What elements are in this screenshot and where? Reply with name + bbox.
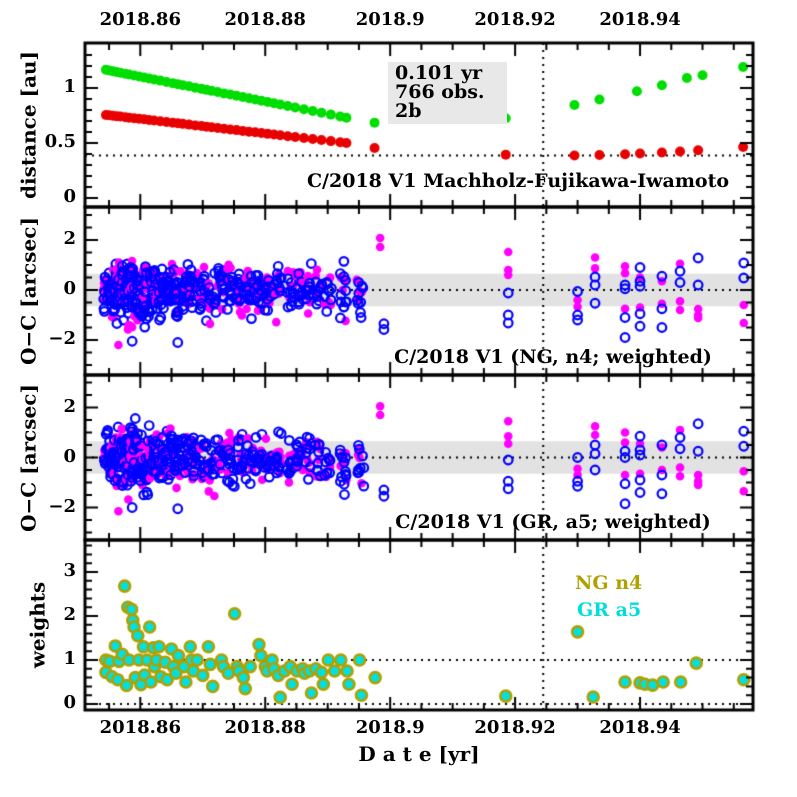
y-tick-label: 1 [63, 648, 76, 669]
annotation-box: 0.101 yr 766 obs. 2b [388, 62, 507, 124]
x-tick-label-bottom: 2018.88 [224, 717, 306, 738]
x-tick-label-bottom: 2018.86 [99, 717, 181, 738]
legend-gr-a5: GR a5 [577, 599, 642, 621]
x-tick-label-top: 2018.94 [599, 9, 681, 30]
y-tick-label: 0.5 [44, 130, 76, 152]
x-tick-label-bottom: 2018.9 [355, 717, 425, 738]
annotation-line-obs: 766 obs. [395, 81, 485, 103]
y-tick-label: 3 [63, 559, 76, 581]
panel-title-distance: C/2018 V1 Machholz-Fujikawa-Iwamoto [306, 170, 730, 192]
y-tick-label: 0 [63, 692, 76, 713]
y-axis-title-distance: distance [au] [16, 51, 41, 199]
x-axis-title: D a t e [yr] [358, 742, 480, 766]
y-tick-label: 2 [63, 604, 76, 625]
y-tick-label: −2 [48, 495, 76, 517]
y-tick-label: 2 [63, 228, 76, 249]
y-tick-label: 2 [63, 395, 76, 417]
x-tick-label-bottom: 2018.94 [599, 717, 681, 738]
y-tick-label: 0 [63, 445, 76, 467]
x-tick-label-top: 2018.9 [355, 9, 425, 30]
y-tick-label: 0 [63, 278, 76, 299]
x-tick-label-top: 2018.92 [474, 9, 556, 30]
y-tick-label: 0 [63, 185, 76, 207]
panel-title-oc-gr: C/2018 V1 (GR, a5; weighted) [395, 511, 711, 533]
x-tick-label-bottom: 2018.92 [474, 717, 556, 738]
annotation-line-span: 0.101 yr [395, 62, 483, 84]
legend-ng-n4: NG n4 [575, 572, 643, 594]
x-tick-label-top: 2018.86 [99, 9, 181, 30]
annotation-line-code: 2b [395, 100, 422, 122]
y-tick-label: 1 [63, 75, 76, 97]
y-tick-label: −2 [48, 328, 76, 349]
panel-title-oc-ng: C/2018 V1 (NG, n4; weighted) [394, 346, 712, 368]
x-tick-label-top: 2018.88 [224, 9, 306, 30]
